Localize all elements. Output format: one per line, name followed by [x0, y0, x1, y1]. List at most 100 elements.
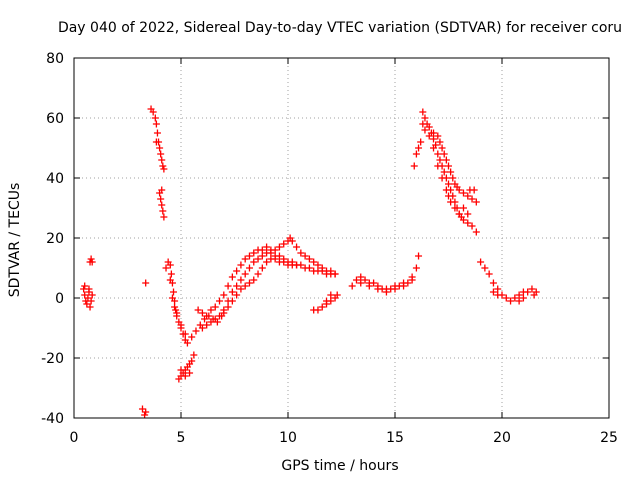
data-point	[507, 297, 515, 305]
data-point	[181, 330, 189, 338]
data-point	[211, 303, 219, 311]
data-point	[438, 144, 446, 152]
x-tick-label: 0	[70, 430, 79, 446]
data-point	[519, 294, 527, 302]
data-point	[258, 252, 266, 260]
data-point	[442, 186, 450, 194]
data-point	[408, 276, 416, 284]
y-tick-label: 40	[46, 171, 64, 187]
x-tick-label: 10	[279, 430, 297, 446]
data-point	[440, 150, 448, 158]
data-point	[183, 339, 191, 347]
data-point	[434, 162, 442, 170]
data-point	[449, 174, 457, 182]
data-point	[323, 297, 331, 305]
data-point	[181, 372, 189, 380]
data-point	[447, 198, 455, 206]
data-point	[216, 312, 224, 320]
data-point	[142, 279, 150, 287]
data-point	[357, 279, 365, 287]
data-point	[216, 297, 224, 305]
data-point	[293, 261, 301, 269]
data-point	[468, 222, 476, 230]
y-tick-label: 80	[46, 51, 64, 67]
data-point	[157, 195, 165, 203]
y-tick-label: -20	[41, 351, 64, 367]
series-seg-g	[162, 258, 191, 347]
data-point	[159, 207, 167, 215]
data-point	[459, 204, 467, 212]
data-point	[445, 192, 452, 200]
data-point	[280, 258, 288, 266]
x-tick-label: 15	[386, 430, 404, 446]
data-point	[188, 333, 196, 341]
data-point	[81, 282, 89, 290]
data-point	[228, 297, 236, 305]
y-tick-label: 60	[46, 111, 64, 127]
data-point	[157, 150, 165, 158]
data-point	[170, 288, 178, 296]
x-tick-label: 25	[600, 430, 618, 446]
data-point	[481, 264, 489, 272]
data-point	[83, 300, 91, 308]
data-point	[159, 162, 167, 170]
series-seg-k	[198, 255, 301, 332]
data-point	[412, 150, 420, 158]
data-point	[327, 267, 335, 275]
data-point	[224, 303, 232, 311]
data-point	[293, 243, 301, 251]
data-point	[142, 408, 150, 416]
data-point	[237, 261, 245, 269]
data-point	[228, 288, 236, 296]
data-point	[263, 258, 271, 266]
data-point	[250, 276, 258, 284]
x-axis-label: GPS time / hours	[281, 458, 398, 474]
data-point	[275, 252, 283, 260]
data-point	[524, 288, 532, 296]
data-point	[447, 168, 455, 176]
data-point	[370, 279, 378, 287]
data-point	[357, 273, 365, 281]
data-point	[153, 129, 161, 137]
data-point	[440, 168, 448, 176]
data-point	[211, 315, 219, 323]
data-point	[166, 276, 174, 284]
data-point	[245, 264, 253, 272]
data-point	[162, 264, 170, 272]
data-point	[203, 312, 211, 320]
data-point	[421, 126, 429, 134]
data-point	[207, 306, 215, 314]
data-point	[177, 321, 185, 329]
data-point	[361, 276, 369, 284]
data-point	[151, 114, 159, 122]
data-point	[220, 291, 228, 299]
data-point	[258, 246, 266, 254]
data-point	[198, 324, 206, 332]
data-point	[415, 252, 423, 260]
data-point	[81, 291, 89, 299]
data-point	[468, 195, 476, 203]
data-point	[275, 243, 283, 251]
data-point	[331, 270, 339, 278]
data-point	[160, 213, 168, 221]
data-point	[158, 156, 166, 164]
data-points-layer	[80, 105, 540, 419]
data-point	[224, 282, 232, 290]
data-point	[188, 357, 196, 365]
data-point	[464, 210, 472, 218]
data-point	[438, 174, 446, 182]
data-point	[382, 288, 390, 296]
data-point	[173, 309, 181, 317]
data-point	[333, 291, 341, 299]
data-point	[88, 258, 96, 266]
data-point	[166, 261, 174, 269]
series-seg-m	[348, 252, 423, 296]
series-seg-p	[430, 144, 480, 236]
data-point	[203, 321, 211, 329]
data-point	[477, 258, 485, 266]
data-point	[442, 156, 450, 164]
series-seg-c	[138, 405, 150, 419]
series-seg-b	[86, 255, 96, 266]
data-point	[466, 186, 474, 194]
